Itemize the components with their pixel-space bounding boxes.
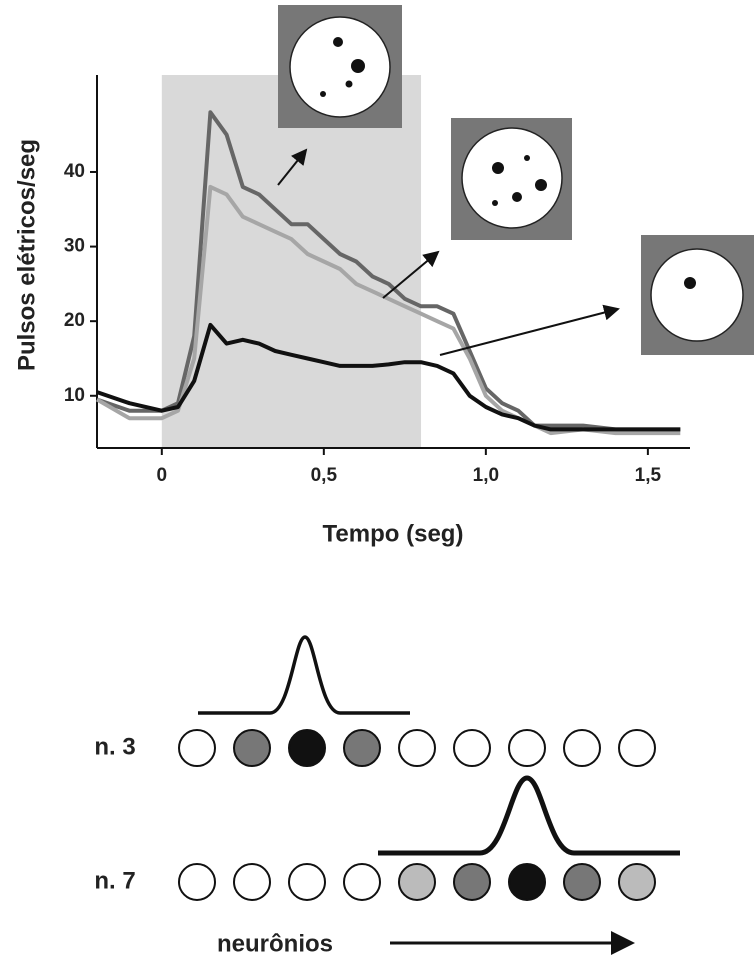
neuron <box>398 863 436 901</box>
dot <box>351 59 365 73</box>
inset-field <box>650 248 744 342</box>
y-tick-label: 30 <box>64 236 85 257</box>
dot <box>492 200 498 206</box>
neuron <box>288 863 326 901</box>
neuron <box>618 863 656 901</box>
neuron <box>178 863 216 901</box>
row-label: n. 3 <box>94 733 135 760</box>
y-tick-label: 40 <box>64 161 85 182</box>
neuron <box>343 863 381 901</box>
neuron <box>288 729 326 767</box>
plot: 10 20 30 40 0 0,5 1,0 1,5 Tempo (seg) Pulsos elét… <box>13 75 690 547</box>
x-axis-label: Tempo (seg) <box>323 520 464 547</box>
x-tick-label: 1,5 <box>635 465 662 486</box>
neuron <box>343 729 381 767</box>
neuron <box>233 863 271 901</box>
neuron <box>508 863 546 901</box>
inset-field <box>289 16 391 118</box>
arrow <box>277 148 308 186</box>
neuron <box>233 729 271 767</box>
tuning-curve <box>198 635 410 715</box>
y-tick-label: 10 <box>64 385 85 406</box>
neuron <box>508 729 546 767</box>
inset-three-dots <box>278 5 402 128</box>
y-axis-label: Pulsos elétricos/seg <box>13 139 40 371</box>
arrow <box>382 250 440 299</box>
dot <box>345 80 353 88</box>
y-tick-label: 20 <box>64 310 85 331</box>
dot <box>320 91 326 97</box>
neuron <box>563 863 601 901</box>
row-label: n. 7 <box>94 867 135 894</box>
neurons-label: neurônios <box>217 930 333 957</box>
x-tick-label: 1,0 <box>473 465 499 486</box>
neuron <box>563 729 601 767</box>
neuron <box>398 729 436 767</box>
neuron <box>453 729 491 767</box>
dot <box>684 277 696 289</box>
x-tick-label: 0,5 <box>311 465 338 486</box>
series-line <box>96 322 681 432</box>
dot <box>535 179 547 191</box>
neuron-rows: n. 3 n. 7 <box>94 729 656 901</box>
inset-one-dot <box>641 235 754 355</box>
dot <box>492 162 504 174</box>
inset-five-dots <box>451 118 572 240</box>
x-tick-label: 0 <box>157 465 168 486</box>
neuron <box>618 729 656 767</box>
dot <box>512 192 522 202</box>
inset-field <box>461 127 563 229</box>
dot <box>333 37 343 47</box>
arrow <box>439 304 620 356</box>
dot <box>524 155 530 161</box>
tuning-curve <box>378 775 680 856</box>
neuron <box>453 863 491 901</box>
neuron <box>178 729 216 767</box>
